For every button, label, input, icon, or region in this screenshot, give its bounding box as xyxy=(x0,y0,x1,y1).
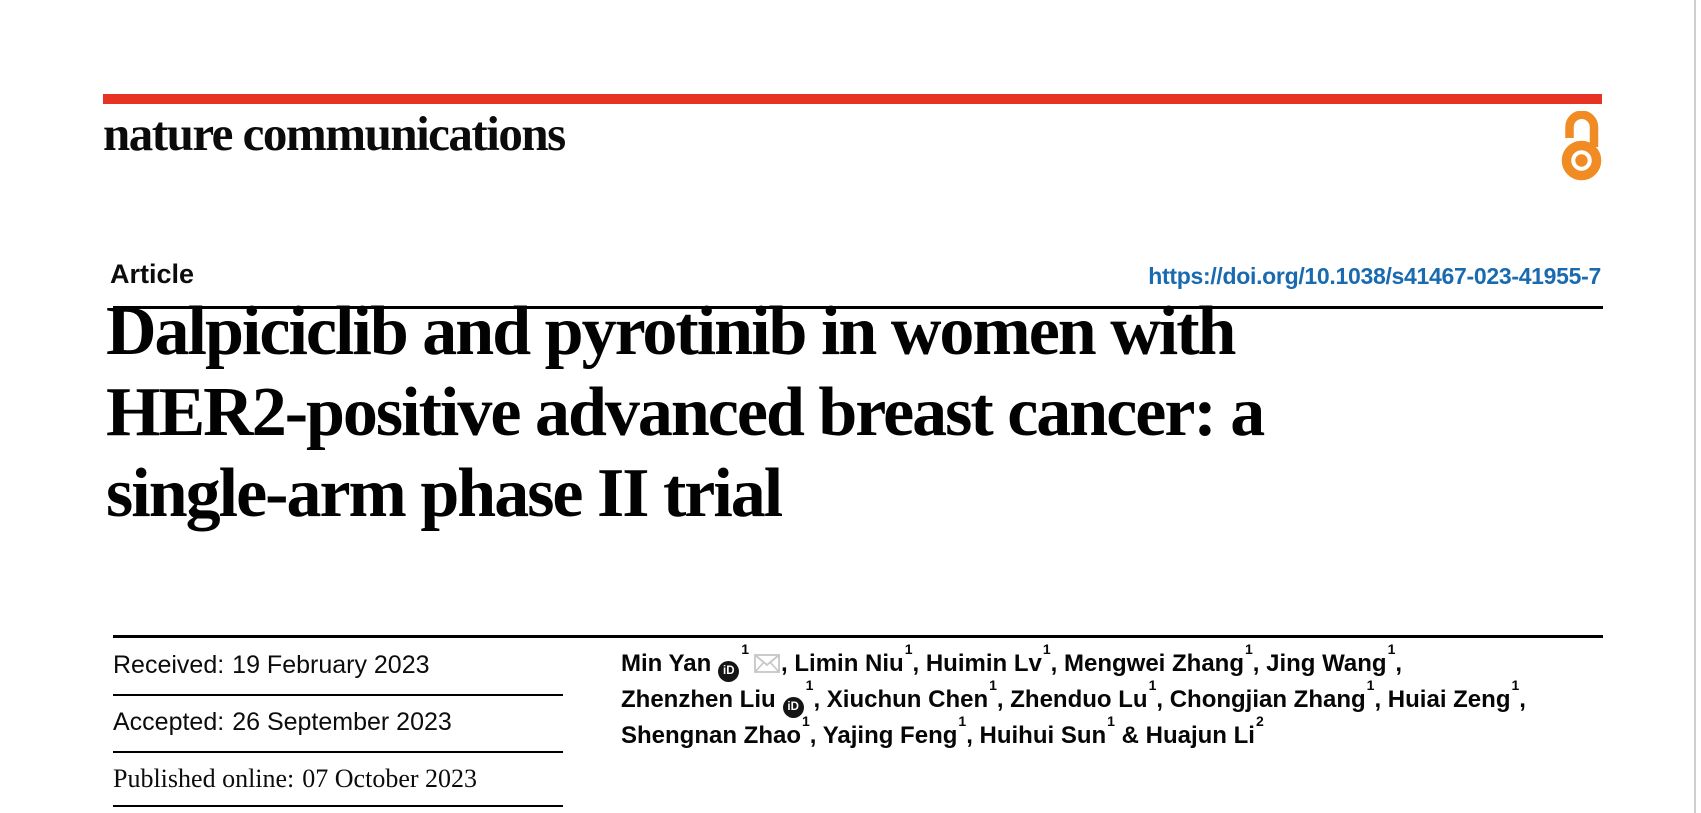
author-name: , Huimin Lv xyxy=(912,650,1042,677)
author-affiliation-sup: 1 xyxy=(1148,677,1157,693)
brand-color-bar xyxy=(103,94,1602,104)
author-affiliation-sup: 1 xyxy=(805,677,814,693)
author-list: Min Yan iD1, Limin Niu1, Huimin Lv1, Meng… xyxy=(621,642,1621,754)
open-access-icon xyxy=(1561,111,1602,181)
author-name: , xyxy=(1519,686,1526,713)
author-affiliation-sup: 1 xyxy=(1107,713,1115,729)
author-affiliation-sup: 2 xyxy=(1255,713,1264,729)
author-affiliation-sup: 1 xyxy=(1511,677,1520,693)
author-affiliation-sup: 1 xyxy=(741,641,750,657)
author-affiliation-sup: 1 xyxy=(1366,677,1375,693)
author-name: , Yajing Feng xyxy=(809,722,958,749)
history-divider xyxy=(113,694,563,696)
title-line-1: Dalpiciclib and pyrotinib in women with xyxy=(106,293,1236,370)
author-name: , Huiai Zeng xyxy=(1374,686,1511,713)
author-affiliation-sup: 1 xyxy=(904,641,913,657)
orcid-icon[interactable]: iD xyxy=(782,697,804,718)
author-name: , Limin Niu xyxy=(781,650,904,677)
author-affiliation-sup: 1 xyxy=(958,713,967,729)
history-divider xyxy=(113,805,563,807)
history-divider xyxy=(113,751,563,753)
author-name: , Chongjian Zhang xyxy=(1156,686,1366,713)
author-name: , Jing Wang xyxy=(1252,650,1387,677)
accepted-row: Accepted: 26 September 2023 xyxy=(113,708,452,737)
author-name: , xyxy=(1395,650,1403,677)
received-label: Received: xyxy=(113,651,225,679)
title-line-3: single-arm phase II trial xyxy=(106,455,783,532)
author-line: Min Yan iD1, Limin Niu1, Huimin Lv1, Meng… xyxy=(621,642,1621,682)
author-name: , Mengwei Zhang xyxy=(1050,650,1244,677)
author-affiliation-sup: 1 xyxy=(1245,641,1253,657)
article-type-label: Article xyxy=(110,259,195,289)
accepted-label: Accepted: xyxy=(113,708,225,736)
published-online-label: Published online: xyxy=(113,764,295,793)
author-name: & Huajun Li xyxy=(1114,722,1255,749)
email-icon[interactable] xyxy=(754,654,780,673)
body-top-divider xyxy=(113,635,1603,638)
received-row: Received: 19 February 2023 xyxy=(113,651,430,680)
published-online-date: 07 October 2023 xyxy=(302,764,478,793)
author-name: Zhenzhen Liu xyxy=(621,686,776,713)
doi-link[interactable]: https://doi.org/10.1038/s41467-023-41955… xyxy=(1148,263,1601,289)
author-name: , Huihui Sun xyxy=(966,722,1107,749)
accepted-date: 26 September 2023 xyxy=(232,708,452,736)
author-affiliation-sup: 1 xyxy=(1387,641,1396,657)
published-online-row: Published online: 07 October 2023 xyxy=(113,764,477,794)
author-name: Min Yan xyxy=(621,650,712,677)
page-right-edge xyxy=(1694,0,1696,813)
title-line-2: HER2-positive advanced breast cancer: a xyxy=(106,374,1265,451)
received-date: 19 February 2023 xyxy=(232,651,430,679)
header-divider xyxy=(113,306,1603,309)
author-name: , Zhenduo Lu xyxy=(996,686,1148,713)
author-affiliation-sup: 1 xyxy=(802,713,810,729)
author-name: , Xiuchun Chen xyxy=(813,686,989,713)
author-line: Zhenzhen Liu iD1, Xiuchun Chen1, Zhenduo … xyxy=(621,678,1621,718)
author-affiliation-sup: 1 xyxy=(1042,641,1051,657)
author-name: Shengnan Zhao xyxy=(621,722,801,749)
orcid-icon[interactable]: iD xyxy=(718,661,740,682)
journal-logo: nature communications xyxy=(103,106,566,161)
article-title: Dalpiciclib and pyrotinib in women with … xyxy=(106,291,1526,534)
author-line: Shengnan Zhao1, Yajing Feng1, Huihui Sun… xyxy=(621,714,1621,754)
author-affiliation-sup: 1 xyxy=(989,677,997,693)
